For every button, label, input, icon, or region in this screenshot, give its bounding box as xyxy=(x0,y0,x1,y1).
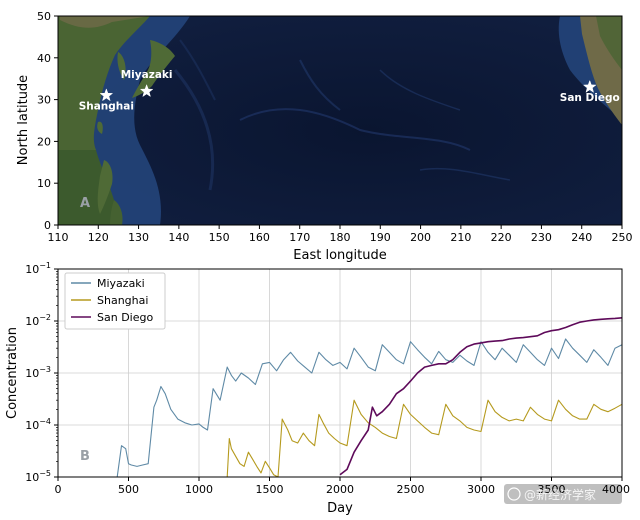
star-marker-shanghai xyxy=(99,88,114,102)
map-y-tick-label: 30 xyxy=(37,94,51,107)
plot-y-tick-label: 10−5 xyxy=(25,469,51,484)
plot-y-tick-label: 10−1 xyxy=(25,261,51,276)
map-y-tick-label: 40 xyxy=(37,52,51,65)
plot-y-tick-label: 10−4 xyxy=(25,417,51,432)
legend-label-shanghai: Shanghai xyxy=(97,294,148,307)
plot-panel-letter: B xyxy=(80,449,90,464)
plot-x-tick-label: 1500 xyxy=(256,483,284,496)
map-x-tick-label: 120 xyxy=(88,231,109,244)
map-y-tick-label: 0 xyxy=(44,219,51,232)
plot-series xyxy=(116,317,622,477)
city-label-shanghai: Shanghai xyxy=(79,100,134,112)
map-panel: Miyazaki Shanghai San Diego 110 120 130 140 15… xyxy=(16,10,633,263)
map-y-ticks: 0 10 20 30 40 50 xyxy=(37,10,58,232)
map-y-tick-label: 10 xyxy=(37,177,51,190)
concentration-panel: 0 500 1000 1500 2000 2500 3000 3500 4000 10−510−… xyxy=(5,261,630,516)
map-x-tick-label: 210 xyxy=(450,231,471,244)
city-label-san-diego: San Diego xyxy=(560,92,620,104)
map-x-axis-title: East longitude xyxy=(293,248,386,263)
map-panel-letter: A xyxy=(80,196,90,211)
map-x-tick-label: 140 xyxy=(168,231,189,244)
plot-x-tick-label: 500 xyxy=(118,483,139,496)
plot-y-tick-exponent: −4 xyxy=(39,417,51,426)
map-y-tick-label: 50 xyxy=(37,10,51,23)
plot-y-ticks: 10−510−410−310−210−1 xyxy=(25,261,58,484)
map-x-tick-label: 130 xyxy=(128,231,149,244)
map-x-tick-label: 150 xyxy=(209,231,230,244)
map-background xyxy=(58,16,622,225)
plot-x-tick-label: 0 xyxy=(55,483,62,496)
map-x-tick-label: 240 xyxy=(571,231,592,244)
plot-y-tick-exponent: −3 xyxy=(39,365,51,374)
map-x-tick-label: 250 xyxy=(612,231,633,244)
map-x-tick-label: 160 xyxy=(249,231,270,244)
star-marker-miyazaki xyxy=(139,84,154,98)
plot-y-tick-exponent: −2 xyxy=(39,313,51,322)
legend-label-miyazaki: Miyazaki xyxy=(97,277,145,290)
plot-x-tick-label: 3500 xyxy=(538,483,566,496)
map-x-tick-label: 110 xyxy=(48,231,69,244)
plot-y-tick-exponent: −1 xyxy=(39,261,51,270)
map-x-ticks: 110 120 130 140 150 160 170 180 190 200 210 220 230 2… xyxy=(48,225,633,244)
legend: Miyazaki Shanghai San Diego xyxy=(64,272,166,330)
plot-y-tick-base: 10 xyxy=(25,367,39,380)
plot-x-ticks: 0 500 1000 1500 2000 2500 3000 3500 4000 xyxy=(55,477,630,496)
watermark: @新经济学家 xyxy=(504,484,622,504)
map-x-tick-label: 190 xyxy=(370,231,391,244)
map-y-axis-title: North latitude xyxy=(16,75,31,165)
plot-y-tick-exponent: −5 xyxy=(39,469,51,478)
legend-label-san-diego: San Diego xyxy=(97,311,153,324)
plot-y-tick-base: 10 xyxy=(25,471,39,484)
plot-x-tick-label: 2500 xyxy=(397,483,425,496)
legend-box xyxy=(64,272,166,330)
plot-y-tick-base: 10 xyxy=(25,419,39,432)
plot-y-tick-base: 10 xyxy=(25,315,39,328)
watermark-text: @新经济学家 xyxy=(524,487,596,502)
plot-x-axis-title: Day xyxy=(327,501,353,516)
map-x-tick-label: 180 xyxy=(330,231,351,244)
map-y-tick-label: 20 xyxy=(37,135,51,148)
plot-x-tick-label: 2000 xyxy=(326,483,354,496)
map-x-tick-label: 230 xyxy=(531,231,552,244)
plot-y-tick-base: 10 xyxy=(25,263,39,276)
plot-y-tick-label: 10−2 xyxy=(25,313,51,328)
plot-x-tick-label: 3000 xyxy=(467,483,495,496)
plot-x-tick-label: 1000 xyxy=(185,483,213,496)
plot-x-tick-label: 4000 xyxy=(602,483,630,496)
star-marker-san-diego xyxy=(582,79,597,93)
plot-y-tick-label: 10−3 xyxy=(25,365,51,380)
map-x-tick-label: 220 xyxy=(491,231,512,244)
map-x-tick-label: 170 xyxy=(289,231,310,244)
series-line-san-diego xyxy=(339,317,622,476)
watermark-icon xyxy=(507,487,521,501)
map-x-tick-label: 200 xyxy=(410,231,431,244)
series-line-miyazaki xyxy=(116,338,622,477)
map-markers: Miyazaki Shanghai San Diego xyxy=(79,69,620,112)
series-line-shanghai xyxy=(226,399,622,477)
city-label-miyazaki: Miyazaki xyxy=(121,69,173,81)
plot-y-axis-title: Concentration xyxy=(5,327,20,419)
